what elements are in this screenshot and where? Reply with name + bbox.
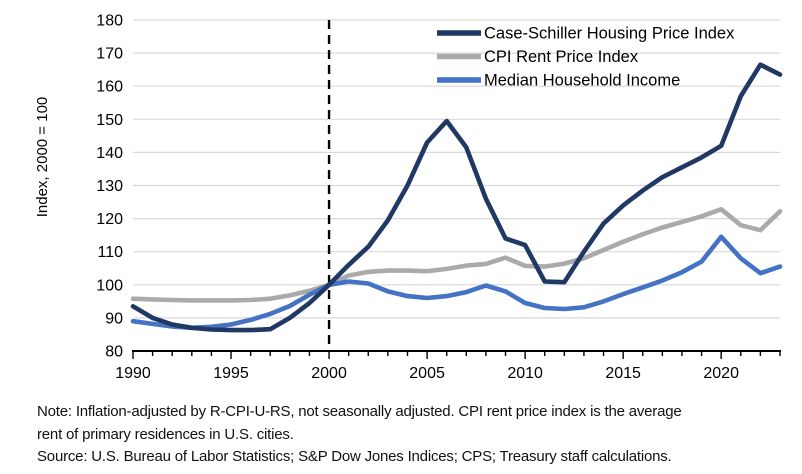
y-tick-label: 170 — [96, 46, 123, 63]
legend-label-median-household-income: Median Household Income — [484, 72, 680, 90]
chart-notes: Note: Inflation-adjusted by R-CPI-U-RS, … — [37, 401, 789, 469]
x-tick-label: 2010 — [507, 365, 543, 382]
x-tick-label: 1995 — [213, 365, 249, 382]
y-tick-label: 140 — [96, 145, 123, 162]
y-tick-label: 160 — [96, 79, 123, 96]
case-schiller-housing-price-index-line — [130, 62, 783, 333]
y-axis-title: Index, 2000 = 100 — [34, 97, 51, 218]
x-tick-label: 2020 — [703, 365, 739, 382]
chart-note-line2: rent of primary residences in U.S. citie… — [37, 425, 294, 443]
y-tick-label: 80 — [105, 344, 123, 361]
y-tick-label: 120 — [96, 211, 123, 228]
x-tick-label: 2005 — [409, 365, 445, 382]
y-tick-label: 100 — [96, 277, 123, 294]
legend-label-cpi-rent-price-index: CPI Rent Price Index — [484, 48, 639, 66]
x-tick-label: 2015 — [605, 365, 641, 382]
cpi-rent-price-index-line — [130, 207, 783, 303]
x-tick-label: 2000 — [311, 365, 347, 382]
y-tick-label: 90 — [105, 310, 123, 327]
y-tick-label: 150 — [96, 112, 123, 129]
chart-note-line1: Note: Inflation-adjusted by R-CPI-U-RS, … — [37, 403, 682, 420]
price-index-chart: 1990 1995 2000 2005 2010 2015 2020 80 90 100 110 12… — [34, 13, 783, 382]
x-tick-label: 1990 — [115, 365, 151, 382]
median-household-income-line — [130, 234, 783, 331]
y-tick-label: 180 — [96, 13, 123, 30]
y-tick-label: 110 — [97, 244, 123, 261]
chart-source: Source: U.S. Bureau of Labor Statistics;… — [37, 448, 672, 465]
y-tick-label: 130 — [96, 178, 123, 195]
legend-label-case-schiller-housing-price-index: Case-Schiller Housing Price Index — [484, 25, 735, 43]
